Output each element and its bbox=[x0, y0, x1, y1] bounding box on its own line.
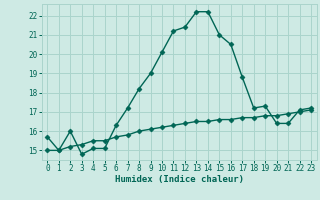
X-axis label: Humidex (Indice chaleur): Humidex (Indice chaleur) bbox=[115, 175, 244, 184]
